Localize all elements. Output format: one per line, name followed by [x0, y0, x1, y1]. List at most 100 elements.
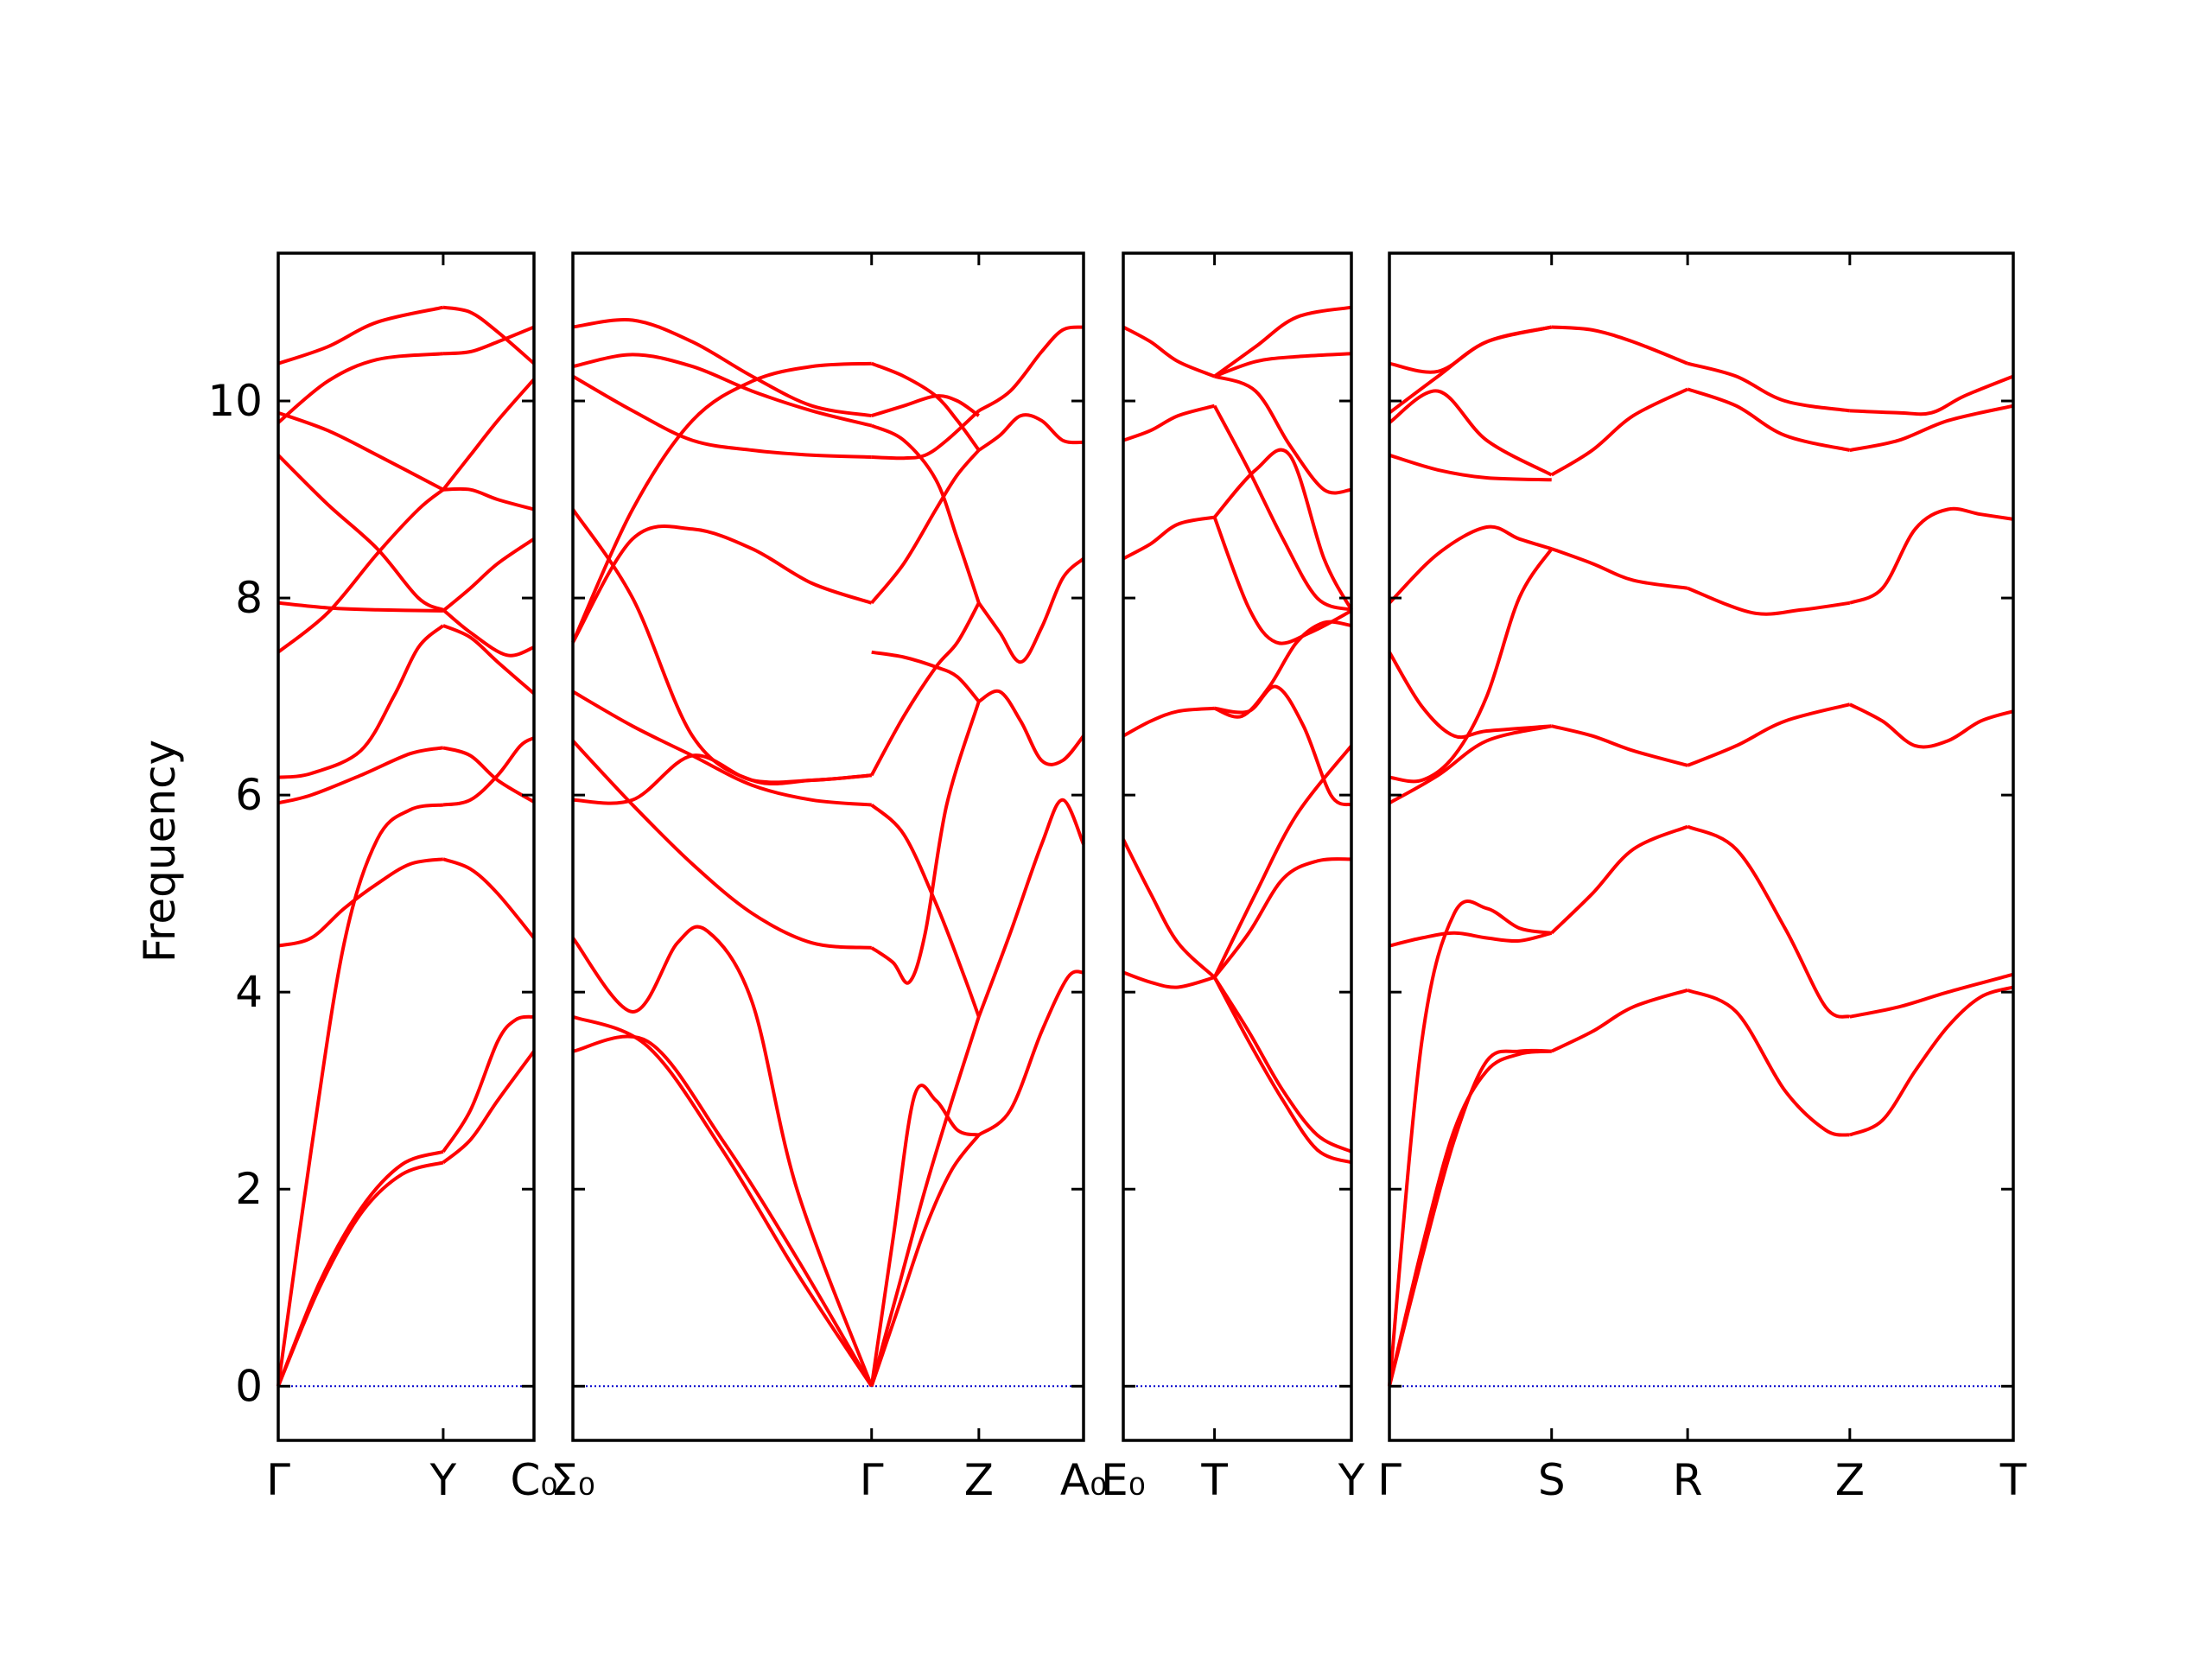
band-line-segment-1-8: [1388, 524, 1553, 605]
band-line-segment-2-7: [1212, 516, 1352, 645]
band-line-segment-2-1: [442, 1050, 536, 1164]
band-line-segment-2-8: [442, 608, 535, 658]
band-line-segment-3-1: [1687, 988, 1851, 1137]
band-line-segment-2-12: [442, 305, 536, 365]
band-line-segment-2-1: [869, 1134, 981, 1387]
band-line-segment-2-7: [442, 537, 536, 613]
panel-frame: [571, 251, 1085, 1442]
band-line-segment-2-4: [1212, 744, 1353, 978]
band-line-segment-1-5: [571, 690, 872, 807]
band-line-segment-2-5: [1214, 684, 1352, 807]
band-line-segment-1-7: [571, 508, 872, 786]
band-line-segment-1-7: [276, 488, 445, 654]
x-tick-label: Y: [1338, 1455, 1365, 1505]
x-tick-label: Γ: [1377, 1455, 1402, 1505]
panel-2: Σ₀ Γ Z A₀: [550, 251, 1107, 1505]
band-line-segment-1-10: [571, 374, 872, 459]
band-line-segment-1-9: [276, 454, 444, 612]
band-line-segment-2-12: [1213, 305, 1352, 378]
x-tick-label: A₀: [1060, 1455, 1107, 1505]
band-line-segment-1-12: [1389, 325, 1553, 374]
band-line-segment-2-10: [1213, 374, 1352, 495]
band-line-segment-2-5: [1550, 387, 1688, 477]
x-tick-label: Z: [964, 1455, 994, 1505]
band-line-segment-2-1: [1212, 976, 1352, 1165]
band-line-segment-2-9: [871, 394, 980, 418]
y-tick-label: 6: [235, 770, 263, 820]
band-line-segment-2-10: [442, 378, 536, 491]
band-line-segment-1-10: [1388, 389, 1553, 477]
band-line-segment-1-4: [277, 857, 444, 948]
band-line-segment-2-11: [1213, 352, 1352, 378]
y-tick-label: 8: [235, 573, 263, 623]
band-line-segment-1-2: [572, 1014, 874, 1388]
band-line-segment-2-2: [442, 1014, 535, 1154]
y-tick-label: 0: [235, 1361, 263, 1411]
band-line-segment-1-11: [276, 352, 444, 424]
band-line-segment-1-5: [1389, 724, 1553, 805]
band-line-segment-2-11: [442, 325, 535, 356]
band-line-segment-1-4: [571, 740, 872, 950]
band-line-segment-1-3: [1122, 706, 1215, 738]
band-line-segment-3-5: [977, 413, 1084, 452]
band-line-segment-2-3: [1551, 724, 1688, 767]
band-line-segment-4-6: [1849, 374, 2014, 416]
band-line-segment-1-12: [277, 305, 444, 365]
x-tick-label: T: [1999, 1455, 2027, 1505]
band-line-segment-3-3: [977, 689, 1085, 766]
y-tick-label: 4: [235, 967, 263, 1017]
band-line-segment-1-11: [572, 353, 873, 428]
band-line-segment-2-9: [442, 486, 535, 512]
band-line-segment-2-6: [442, 624, 536, 696]
x-tick-label: Γ: [266, 1455, 290, 1505]
band-line-segment-2-4: [1551, 547, 1688, 590]
band-line-segment-2-3: [1213, 857, 1352, 979]
band-line-segment-1-1: [572, 1034, 874, 1388]
band-line-segment-1-7: [1388, 651, 1552, 740]
band-line-segment-3-3: [1687, 702, 1851, 767]
band-line-segment-2-7: [871, 650, 981, 703]
band-line-segment-1-2: [1388, 1048, 1552, 1387]
band-line-segment-2-6: [1551, 325, 1688, 365]
band-line-segment-2-5: [870, 803, 981, 1018]
band-line-segment-2-4: [870, 701, 981, 985]
band-line-segment-3-4: [977, 556, 1085, 664]
x-tick-label: T: [1200, 1455, 1228, 1505]
x-tick-label: Σ₀: [550, 1455, 595, 1505]
band-line-segment-1-5: [277, 746, 444, 805]
band-line-segment-2-1: [1550, 988, 1688, 1053]
band-line-segment-2-3: [869, 1016, 981, 1387]
band-line-segment-1-8: [571, 524, 873, 644]
y-axis-title: Frequency: [135, 740, 185, 963]
band-line-segment-2-12: [870, 361, 981, 452]
panel-3: E₀ T Y: [1101, 251, 1365, 1505]
band-line-segment-1-4: [1389, 931, 1553, 948]
band-line-segment-1-12: [572, 317, 873, 418]
band-line-segment-2-2: [869, 1084, 980, 1387]
panel-frame: [1388, 251, 2015, 1442]
band-line-segment-3-6: [1687, 361, 1851, 413]
band-line-segment-2-9: [1212, 404, 1352, 612]
x-tick-label: C₀: [511, 1455, 558, 1505]
band-line-segment-1-4: [1122, 515, 1215, 561]
band-line-segment-1-5: [1122, 404, 1216, 442]
x-tick-label: R: [1673, 1455, 1703, 1505]
band-line-segment-1-3: [571, 925, 874, 1388]
band-line-segment-2-6: [1213, 620, 1352, 719]
x-tick-label: Z: [1835, 1455, 1865, 1505]
band-line-segment-3-6: [977, 325, 1084, 413]
x-tick-label: S: [1538, 1455, 1566, 1505]
band-line-segment-1-9: [571, 361, 872, 644]
band-line-segment-1-3: [276, 803, 444, 1387]
y-tick-label: 2: [235, 1164, 263, 1214]
band-line-segment-2-3: [442, 857, 536, 939]
panel-1: Γ Y C₀: [266, 251, 558, 1505]
band-line-segment-3-5: [1687, 387, 1851, 452]
band-line-segment-1-2: [1122, 838, 1216, 979]
band-line-segment-2-2: [1550, 824, 1688, 935]
band-line-segment-4-1: [1848, 985, 2014, 1137]
panel-frame: [1122, 251, 1353, 1442]
band-line-segment-1-6: [1122, 325, 1216, 378]
